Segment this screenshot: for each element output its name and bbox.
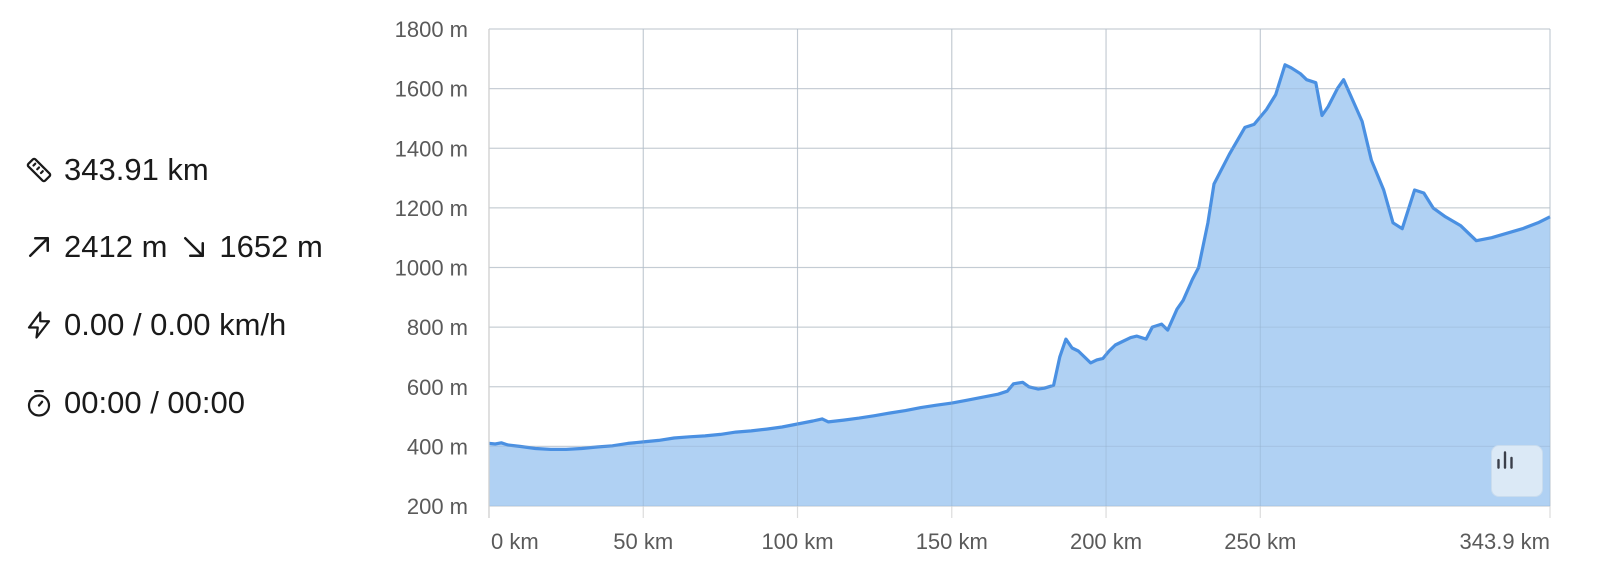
y-tick-label: 800 m: [407, 315, 468, 340]
ascent-value: 2412 m: [64, 229, 168, 264]
elevation-area: [489, 64, 1550, 507]
y-tick-label: 1600 m: [395, 77, 468, 102]
lightning-icon: [24, 310, 54, 340]
chart-toggle-button[interactable]: [1491, 445, 1543, 497]
x-tick-label: 100 km: [761, 529, 833, 554]
chart-axes: 200 m 400 m 600 m 800 m 1000 m 1200 m 1400 m 16…: [395, 17, 1550, 554]
descent-value: 1652 m: [219, 229, 323, 264]
chart-area-layer: [488, 28, 1551, 507]
time-value: 00:00 / 00:00: [64, 385, 245, 420]
elevation-line: [488, 63, 1551, 451]
x-tick-label: 250 km: [1224, 529, 1296, 554]
ruler-icon: [24, 155, 54, 185]
speed-stat: 0.00 / 0.00 km/h: [24, 305, 286, 345]
x-tick-label: 150 km: [916, 529, 988, 554]
route-stats-panel: 343.91 km 2412 m 1652 m 0.00 / 0.00 km/h: [0, 0, 370, 586]
distance-value: 343.91 km: [64, 152, 209, 187]
y-tick-label: 600 m: [407, 375, 468, 400]
elevation-chart-svg[interactable]: 200 m 400 m 600 m 800 m 1000 m 1200 m 1400 m 16…: [370, 0, 1616, 586]
elevation-stat: 2412 m 1652 m: [24, 227, 323, 267]
arrow-up-right-icon: [24, 232, 54, 262]
elevation-profile-chart[interactable]: 200 m 400 m 600 m 800 m 1000 m 1200 m 1400 m 16…: [370, 0, 1616, 586]
x-tick-label: 343.9 km: [1460, 529, 1551, 554]
stopwatch-icon: [24, 388, 54, 418]
y-tick-label: 200 m: [407, 494, 468, 519]
speed-value: 0.00 / 0.00 km/h: [64, 307, 287, 342]
x-tick-label: 0 km: [491, 529, 539, 554]
distance-stat: 343.91 km: [24, 150, 209, 190]
y-tick-label: 1200 m: [395, 196, 468, 221]
x-tick-label: 50 km: [613, 529, 673, 554]
x-tick-label: 200 km: [1070, 529, 1142, 554]
y-tick-label: 1000 m: [395, 256, 468, 281]
y-tick-label: 1400 m: [395, 136, 468, 161]
time-stat: 00:00 / 00:00: [24, 383, 245, 423]
y-tick-label: 400 m: [407, 434, 468, 459]
arrow-down-right-icon: [179, 232, 209, 262]
y-tick-label: 1800 m: [395, 17, 468, 42]
